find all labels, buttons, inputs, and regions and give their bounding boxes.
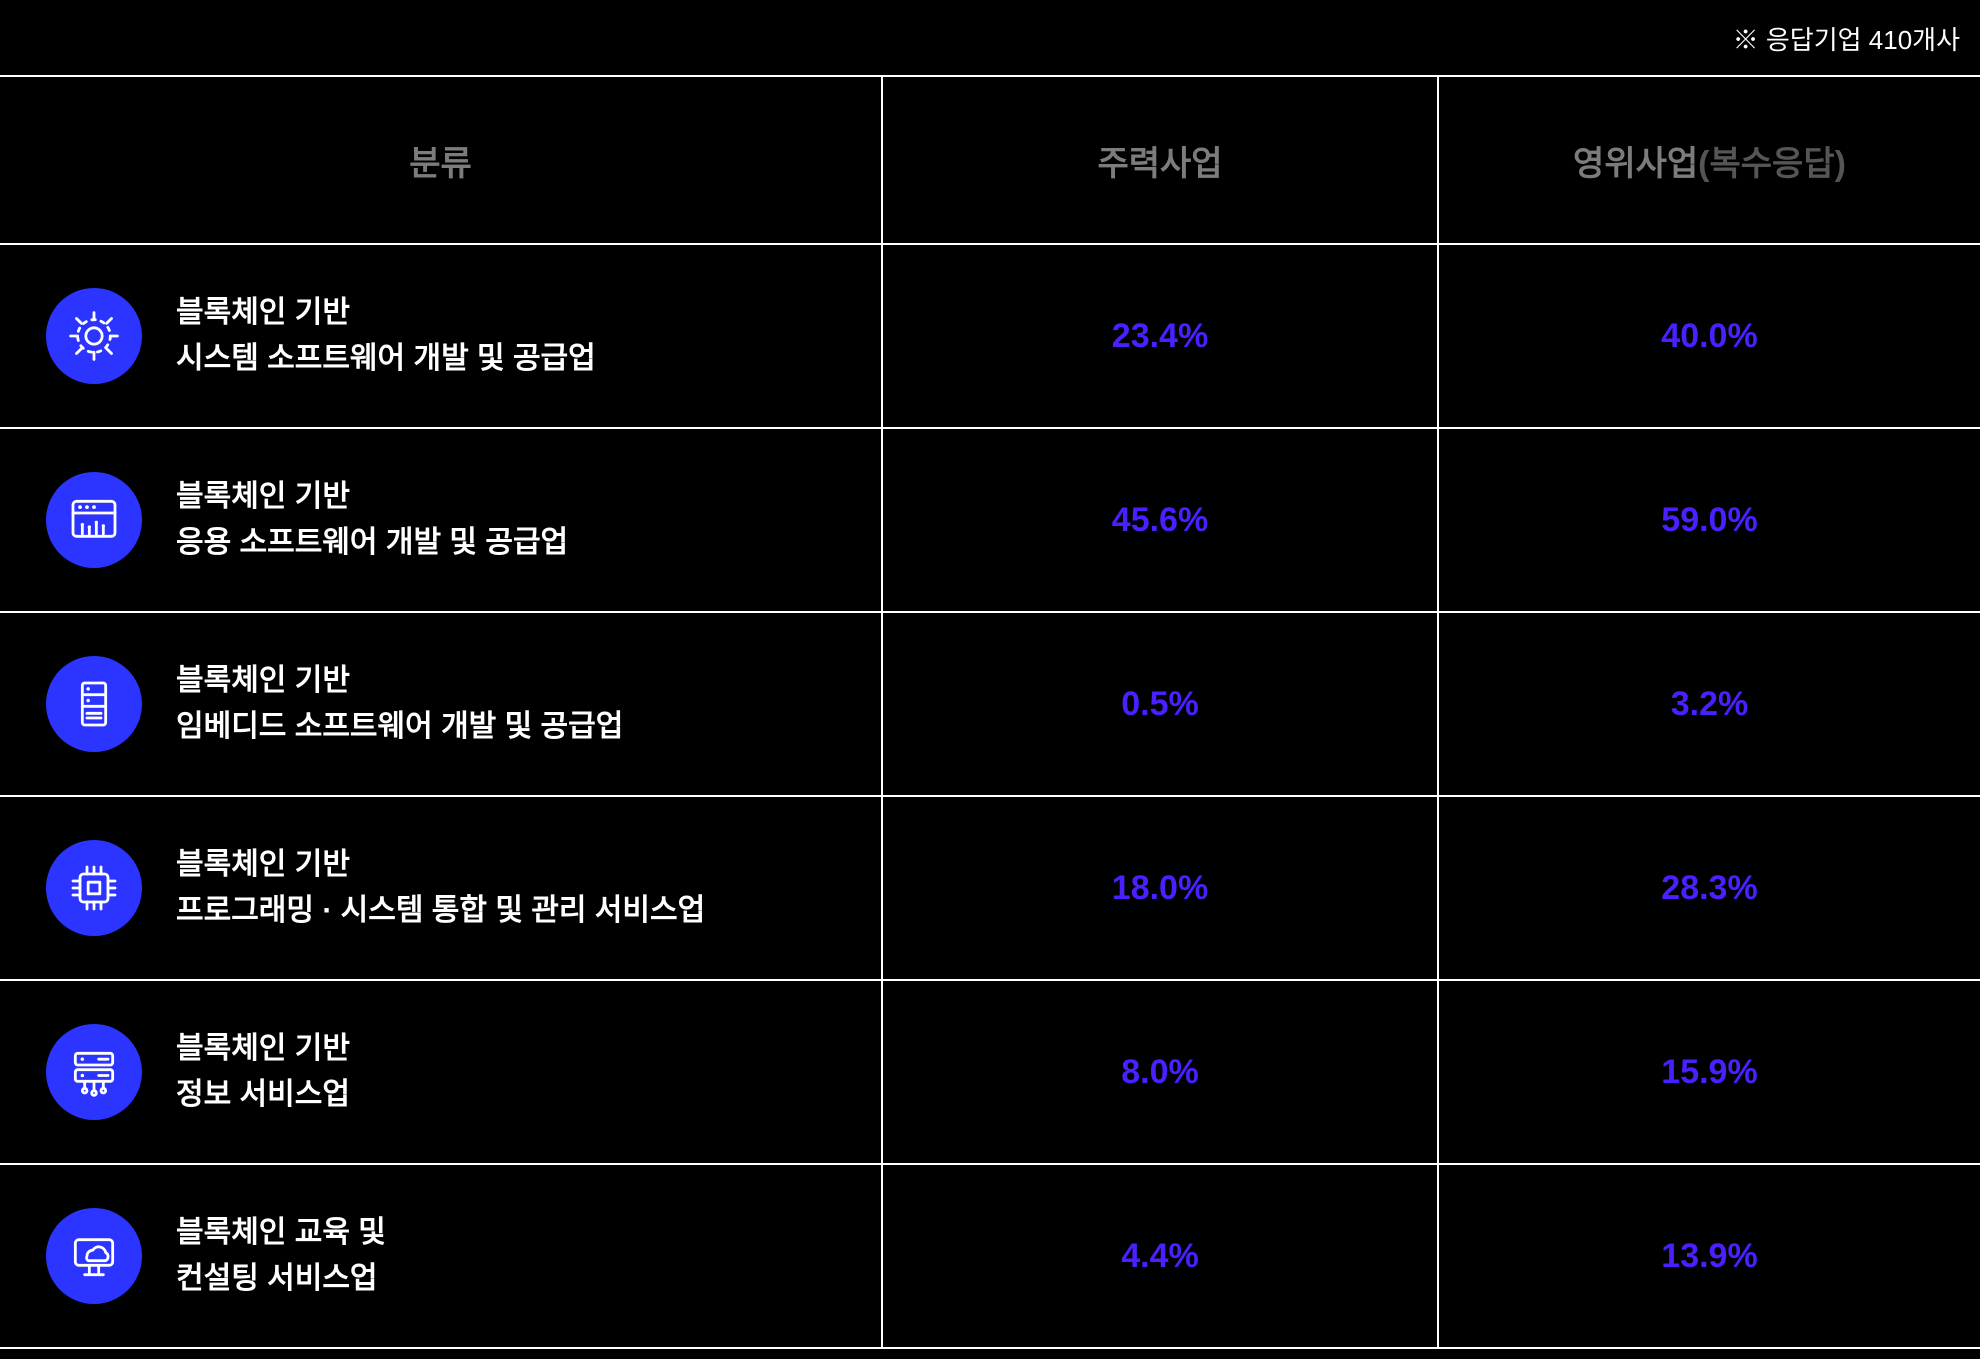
col-header-primary: 주력사업 <box>882 76 1438 244</box>
secondary-value: 59.0% <box>1438 428 1980 612</box>
table-row: 블록체인 교육 및컨설팅 서비스업 4.4%13.9% <box>0 1164 1980 1348</box>
category-label: 블록체인 기반응용 소프트웨어 개발 및 공급업 <box>176 474 568 567</box>
table-row: 블록체인 기반임베디드 소프트웨어 개발 및 공급업 0.5%3.2% <box>0 612 1980 796</box>
secondary-value: 40.0% <box>1438 244 1980 428</box>
col-header-category: 분류 <box>0 76 882 244</box>
secondary-value: 13.9% <box>1438 1164 1980 1348</box>
respondent-note: ※ 응답기업 410개사 <box>0 20 1980 75</box>
category-cell: 블록체인 기반응용 소프트웨어 개발 및 공급업 <box>0 428 882 612</box>
category-cell: 블록체인 기반정보 서비스업 <box>0 980 882 1164</box>
primary-value: 8.0% <box>882 980 1438 1164</box>
col-header-category-label: 분류 <box>409 145 472 183</box>
category-cell: 블록체인 기반임베디드 소프트웨어 개발 및 공급업 <box>0 612 882 796</box>
cloud-monitor-icon <box>46 1208 142 1304</box>
category-label: 블록체인 기반프로그래밍 · 시스템 통합 및 관리 서비스업 <box>176 842 705 935</box>
col-header-primary-label: 주력사업 <box>1097 145 1222 183</box>
table-row: 블록체인 기반정보 서비스업 8.0%15.9% <box>0 980 1980 1164</box>
category-label: 블록체인 교육 및컨설팅 서비스업 <box>176 1210 386 1303</box>
col-header-secondary: 영위사업(복수응답) <box>1438 76 1980 244</box>
secondary-value: 3.2% <box>1438 612 1980 796</box>
server-tower-icon <box>46 656 142 752</box>
primary-value: 4.4% <box>882 1164 1438 1348</box>
category-label-line2: 컨설팅 서비스업 <box>176 1256 386 1303</box>
category-label-line2: 프로그래밍 · 시스템 통합 및 관리 서비스업 <box>176 888 705 935</box>
table-wrapper: ※ 응답기업 410개사 분류 주력사업 영위사업(복수응답) 블록체인 기반시… <box>0 0 1980 1349</box>
col-header-secondary-suffix: (복수응답) <box>1698 145 1846 183</box>
gear-icon <box>46 288 142 384</box>
table-header-row: 분류 주력사업 영위사업(복수응답) <box>0 76 1980 244</box>
app-window-icon <box>46 472 142 568</box>
category-cell: 블록체인 기반프로그래밍 · 시스템 통합 및 관리 서비스업 <box>0 796 882 980</box>
category-label: 블록체인 기반시스템 소프트웨어 개발 및 공급업 <box>176 290 596 383</box>
chip-icon <box>46 840 142 936</box>
table-row: 블록체인 기반프로그래밍 · 시스템 통합 및 관리 서비스업 18.0%28.3… <box>0 796 1980 980</box>
primary-value: 45.6% <box>882 428 1438 612</box>
category-label-line2: 임베디드 소프트웨어 개발 및 공급업 <box>176 704 623 751</box>
table-row: 블록체인 기반시스템 소프트웨어 개발 및 공급업 23.4%40.0% <box>0 244 1980 428</box>
category-label: 블록체인 기반임베디드 소프트웨어 개발 및 공급업 <box>176 658 623 751</box>
category-label-line2: 정보 서비스업 <box>176 1072 350 1119</box>
category-label-line2: 시스템 소프트웨어 개발 및 공급업 <box>176 336 596 383</box>
category-cell: 블록체인 기반시스템 소프트웨어 개발 및 공급업 <box>0 244 882 428</box>
category-label-line1: 블록체인 기반 <box>176 290 596 337</box>
category-label-line1: 블록체인 기반 <box>176 474 568 521</box>
secondary-value: 28.3% <box>1438 796 1980 980</box>
category-label-line1: 블록체인 교육 및 <box>176 1210 386 1257</box>
primary-value: 23.4% <box>882 244 1438 428</box>
category-label-line1: 블록체인 기반 <box>176 842 705 889</box>
primary-value: 18.0% <box>882 796 1438 980</box>
category-cell: 블록체인 교육 및컨설팅 서비스업 <box>0 1164 882 1348</box>
server-rack-icon <box>46 1024 142 1120</box>
primary-value: 0.5% <box>882 612 1438 796</box>
table-row: 블록체인 기반응용 소프트웨어 개발 및 공급업 45.6%59.0% <box>0 428 1980 612</box>
category-label-line2: 응용 소프트웨어 개발 및 공급업 <box>176 520 568 567</box>
business-share-table: 분류 주력사업 영위사업(복수응답) 블록체인 기반시스템 소프트웨어 개발 및… <box>0 75 1980 1349</box>
category-label-line1: 블록체인 기반 <box>176 658 623 705</box>
col-header-secondary-label: 영위사업 <box>1573 145 1698 183</box>
category-label-line1: 블록체인 기반 <box>176 1026 350 1073</box>
category-label: 블록체인 기반정보 서비스업 <box>176 1026 350 1119</box>
secondary-value: 15.9% <box>1438 980 1980 1164</box>
